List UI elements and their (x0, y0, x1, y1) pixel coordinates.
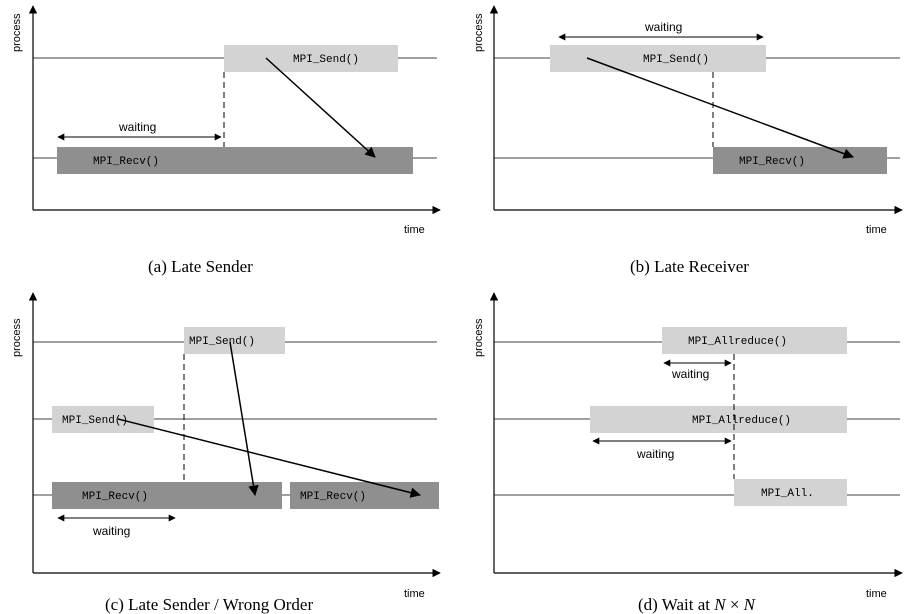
panel-c-caption: (c) Late Sender / Wrong Order (105, 595, 313, 614)
panel-c-send-top-label: MPI_Send() (189, 336, 255, 348)
panel-a-late-sender: process time MPI_Send() MPI_Recv() waiti… (11, 5, 441, 276)
panel-c-x-label: time (404, 588, 425, 600)
panel-c-recv-1-label: MPI_Recv() (82, 491, 148, 503)
panel-d-wait-at-nxn: process time MPI_Allreduce() MPI_Allredu… (473, 292, 903, 614)
panel-b-late-receiver: process time MPI_Send() MPI_Recv() waiti… (473, 5, 903, 276)
panel-d-y-label: process (473, 318, 485, 357)
panel-b-send-label: MPI_Send() (643, 54, 709, 66)
panel-d-caption-n1: N (713, 595, 727, 614)
panel-a-recv-label: MPI_Recv() (93, 156, 159, 168)
panel-d-waiting-label-top: waiting (671, 367, 709, 381)
panel-a-x-label: time (404, 224, 425, 236)
panel-b-recv-box (713, 147, 887, 174)
panel-b-send-box (550, 45, 766, 72)
panel-a-message-arrow (265, 57, 376, 158)
panel-a-send-box (224, 45, 398, 72)
panel-c-recv-1-box (52, 482, 282, 509)
panel-b-y-label: process (473, 13, 485, 52)
panel-d-allreduce-bot-label: MPI_All. (761, 488, 814, 500)
panel-d-allreduce-mid-box (590, 406, 847, 433)
panel-c-y-label: process (11, 318, 23, 357)
panel-a-caption: (a) Late Sender (148, 257, 253, 276)
panel-b-message-arrow (586, 57, 854, 159)
panel-d-caption: (d) Wait at N × N (638, 595, 757, 614)
panel-b-caption: (b) Late Receiver (630, 257, 749, 276)
panel-b-waiting-label: waiting (644, 20, 682, 34)
panel-c-message-arrow-mid (117, 418, 422, 498)
panel-a-send-label: MPI_Send() (293, 54, 359, 66)
panel-c-send-top-box (184, 327, 285, 354)
panel-a-waiting-label: waiting (118, 120, 156, 134)
panel-c-late-sender-wrong-order: process time MPI_Send() MPI_Send() MPI_R… (11, 292, 441, 614)
panel-d-caption-times: × (726, 595, 744, 614)
panel-c-waiting-label: waiting (92, 524, 130, 538)
panel-d-allreduce-top-label: MPI_Allreduce() (688, 336, 787, 348)
panel-c-recv-2-label: MPI_Recv() (300, 491, 366, 503)
panel-c-send-mid-label: MPI_Send() (62, 415, 128, 427)
panel-a-y-label: process (11, 13, 23, 52)
panel-c-send-mid-box (52, 406, 154, 433)
panel-c-message-arrow-top (229, 341, 259, 497)
panel-d-allreduce-mid-label: MPI_Allreduce() (692, 415, 791, 427)
panel-b-recv-label: MPI_Recv() (739, 156, 805, 168)
panel-d-caption-prefix: (d) Wait at (638, 595, 714, 614)
panel-d-allreduce-top-box (662, 327, 847, 354)
panel-b-x-label: time (866, 224, 887, 236)
panel-d-caption-n2: N (743, 595, 757, 614)
panel-a-recv-box (57, 147, 413, 174)
panel-d-waiting-label-mid: waiting (636, 447, 674, 461)
panel-d-x-label: time (866, 588, 887, 600)
panel-d-allreduce-bot-box (734, 479, 847, 506)
